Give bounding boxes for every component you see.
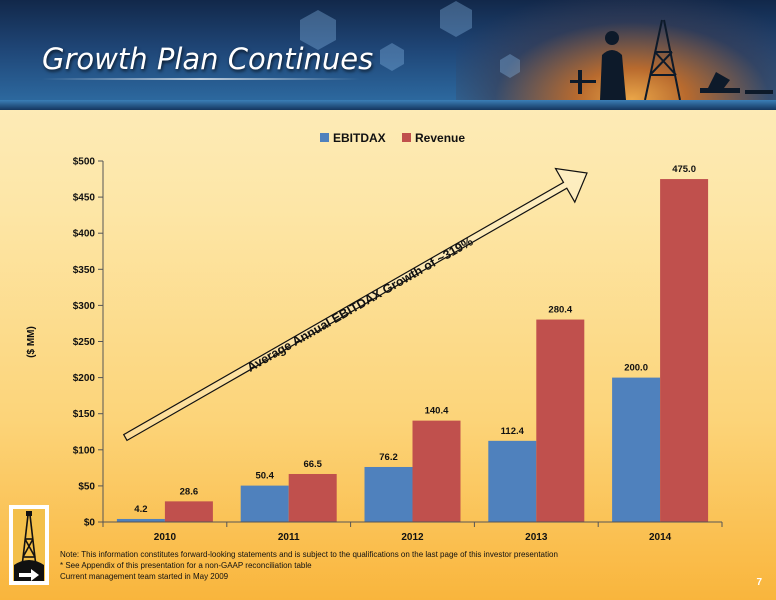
y-tick-label: $150 bbox=[73, 409, 96, 420]
data-label-revenue-2010: 28.6 bbox=[180, 486, 199, 497]
y-axis: $0 $50 $100 $150 $200 $250 $300 $350 $400 $450 $50… bbox=[73, 157, 104, 529]
y-tick-label: $200 bbox=[73, 373, 96, 384]
y-tick-label: $350 bbox=[73, 265, 96, 276]
data-label-ebitdax-2010: 4.2 bbox=[134, 504, 147, 515]
y-tick-label: $300 bbox=[73, 301, 96, 312]
x-axis: 2010 2011 2012 2013 2014 bbox=[102, 521, 723, 543]
data-label-revenue-2011: 66.5 bbox=[303, 459, 322, 470]
oil-derrick-logo bbox=[9, 505, 49, 585]
y-tick-label: $250 bbox=[73, 337, 96, 348]
header-decoration bbox=[300, 1, 773, 101]
data-label-ebitdax-2011: 50.4 bbox=[255, 471, 274, 482]
legend-swatch-ebitdax bbox=[320, 133, 329, 142]
x-tick-label: 2010 bbox=[154, 532, 177, 543]
bar-ebitdax-2011 bbox=[240, 485, 289, 522]
bar-ebitdax-2010 bbox=[116, 518, 165, 522]
header-banner: Growth Plan Continues bbox=[0, 0, 776, 110]
data-label-ebitdax-2014: 200.0 bbox=[624, 363, 648, 374]
growth-arrow bbox=[122, 167, 588, 442]
data-label-revenue-2014: 475.0 bbox=[672, 164, 696, 175]
bar-ebitdax-2012 bbox=[364, 466, 413, 522]
header-stripe bbox=[0, 100, 776, 110]
x-tick-label: 2013 bbox=[525, 532, 548, 543]
legend-label-revenue: Revenue bbox=[415, 131, 465, 145]
y-axis-label: ($ MM) bbox=[26, 326, 37, 358]
y-tick-label: $100 bbox=[73, 445, 96, 456]
y-tick-label: $0 bbox=[84, 518, 96, 529]
legend-label-ebitdax: EBITDAX bbox=[333, 131, 386, 145]
bar-ebitdax-2013 bbox=[488, 440, 537, 522]
data-label-revenue-2012: 140.4 bbox=[425, 406, 449, 417]
growth-arrow-group: Average Annual EBITDAX Growth of ~319% bbox=[122, 167, 588, 442]
bar-revenue-2013 bbox=[536, 319, 585, 522]
bar-revenue-2012 bbox=[412, 420, 461, 522]
bar-revenue-2014 bbox=[660, 179, 709, 523]
footnote-appendix: * See Appendix of this presentation for … bbox=[60, 561, 312, 570]
chart-legend: EBITDAX Revenue bbox=[320, 131, 465, 145]
y-tick-label: $450 bbox=[73, 193, 96, 204]
footnote-note: Note: This information constitutes forwa… bbox=[60, 550, 558, 559]
y-tick-label: $400 bbox=[73, 229, 96, 240]
x-tick-label: 2012 bbox=[401, 532, 424, 543]
data-label-revenue-2013: 280.4 bbox=[548, 305, 572, 316]
y-tick-label: $50 bbox=[78, 481, 95, 492]
bars: 4.2 50.4 76.2 112.4 200.0 28.6 66.5 140.4 280.4 4… bbox=[116, 164, 709, 523]
page-number: 7 bbox=[756, 577, 762, 588]
bar-revenue-2011 bbox=[288, 473, 337, 522]
x-tick-label: 2011 bbox=[278, 532, 300, 543]
data-label-ebitdax-2012: 76.2 bbox=[379, 452, 398, 463]
growth-annotation: Average Annual EBITDAX Growth of ~319% bbox=[245, 234, 476, 374]
data-label-ebitdax-2013: 112.4 bbox=[501, 426, 525, 437]
page-title: Growth Plan Continues bbox=[42, 42, 374, 76]
y-tick-label: $500 bbox=[73, 157, 96, 168]
legend-swatch-revenue bbox=[402, 133, 411, 142]
bar-ebitdax-2014 bbox=[612, 377, 661, 522]
footnote-management: Current management team started in May 2… bbox=[60, 572, 229, 581]
title-underline bbox=[42, 78, 360, 80]
bar-revenue-2010 bbox=[164, 501, 213, 522]
x-tick-label: 2014 bbox=[649, 532, 672, 543]
